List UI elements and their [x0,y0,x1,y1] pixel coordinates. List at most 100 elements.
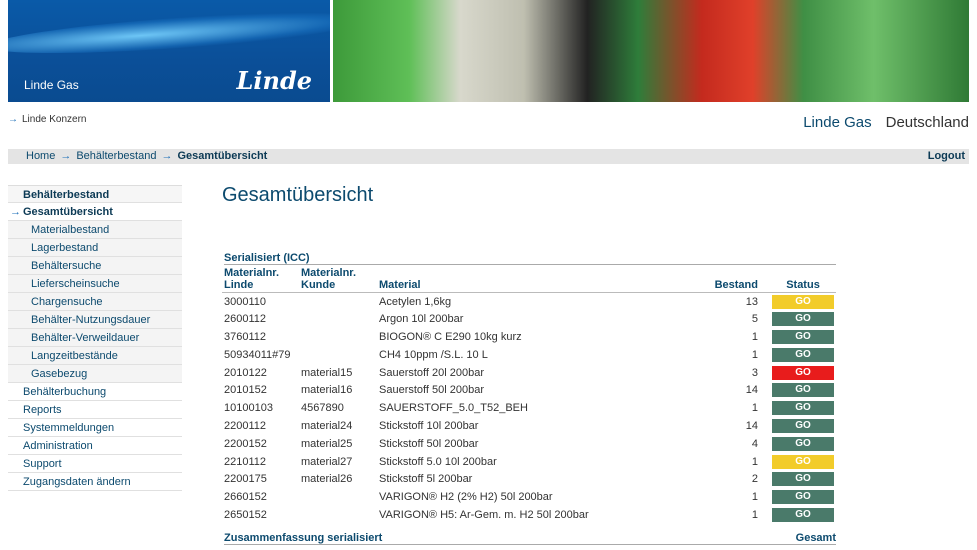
cell-linde: 3760112 [224,330,267,343]
linde-konzern-link[interactable]: → Linde Konzern [8,114,87,125]
table-row[interactable]: 2200112 material24 Stickstoff 10l 200bar 14… [222,417,836,435]
table-row[interactable]: 2010122 material15 Sauerstoff 20l 200bar 3 G… [222,364,836,382]
sidebar-item-label: Chargensuche [31,296,103,308]
table-row[interactable]: 2010152 material16 Sauerstoff 50l 200bar 14… [222,381,836,399]
table-row[interactable]: 50934011#79 CH4 10ppm /S.L. 10 L 1 GO [222,346,836,364]
cell-status: GO [770,364,836,382]
logout-link[interactable]: Logout [927,150,965,162]
sidebar-item-administration[interactable]: Administration [8,437,182,455]
table-row[interactable]: 2660152 VARIGON® H2 (2% H2) 50l 200bar 1 GO [222,488,836,506]
cell-kunde [299,488,377,506]
cell-material: Argon 10l 200bar [379,313,464,326]
cell-bestand: 3 [751,366,758,379]
sidebar-item-reports[interactable]: Reports [8,401,182,419]
cell-kunde: material16 [301,384,353,397]
cell-status: GO [770,293,836,311]
cell-material: Stickstoff 5.0 10l 200bar [379,455,497,468]
status-badge: GO [772,312,834,327]
cell-kunde: material26 [301,473,353,486]
cell-kunde: material27 [301,455,353,468]
sidebar-item-label: Support [23,458,62,470]
status-badge: GO [772,365,834,380]
cell-bestand: 14 [745,384,758,397]
status-badge: GO [772,472,834,487]
sidebar-item-label: Materialbestand [31,224,110,236]
table-row[interactable]: 2650152 VARIGON® H5: Ar-Gem. m. H2 50l 20… [222,506,836,524]
table-row[interactable]: 2200175 material26 Stickstoff 5l 200bar 2 GO [222,470,836,488]
table-header: Materialnr. Linde Materialnr. Kunde Mate… [222,267,836,293]
breadcrumb: Home → Behälterbestand → Gesamtübersicht Log… [8,149,969,164]
table-row[interactable]: 2200152 material25 Stickstoff 50l 200bar 4 G… [222,435,836,453]
sidebar-item-chargensuche[interactable]: Chargensuche [8,293,182,311]
table-row[interactable]: 2600112 Argon 10l 200bar 5 GO [222,310,836,328]
cell-material: CH4 10ppm /S.L. 10 L [379,348,488,361]
sidebar-item-systemmeldungen[interactable]: Systemmeldungen [8,419,182,437]
sidebar-item-label: Systemmeldungen [23,422,115,434]
arrow-right-icon: → [60,150,72,162]
cell-bestand: 1 [751,330,758,343]
sidebar-item-zugangsdaten-ändern[interactable]: Zugangsdaten ändern [8,473,182,491]
site-label: Linde Gas [803,114,872,131]
sidebar-item-langzeitbestände[interactable]: Langzeitbestände [8,347,182,365]
sidebar-item-materialbestand[interactable]: Materialbestand [8,221,182,239]
sidebar-item-behälter-nutzungsdauer[interactable]: Behälter-Nutzungsdauer [8,311,182,329]
sidebar-item-label: Behälterbestand [23,189,110,201]
table-row[interactable]: 2210112 material27 Stickstoff 5.0 10l 200b… [222,453,836,471]
cell-linde: 2600112 [224,313,267,326]
sidebar-item-label: Gesamtübersicht [23,206,113,218]
cell-bestand: 13 [745,295,758,308]
cell-status: GO [770,381,836,399]
cell-material: VARIGON® H2 (2% H2) 50l 200bar [379,491,553,504]
sidebar-item-lieferscheinsuche[interactable]: Lieferscheinsuche [8,275,182,293]
sidebar-item-label: Lagerbestand [31,242,99,254]
sidebar-item-label: Administration [23,440,93,452]
cell-material: Acetylen 1,6kg [379,295,452,308]
cell-material: Stickstoff 5l 200bar [379,473,473,486]
breadcrumb-behaelterbestand[interactable]: Behälterbestand [76,150,157,162]
cell-linde: 50934011#79 [224,348,291,361]
cell-linde: 10100103 [224,402,273,415]
cell-linde: 2210112 [224,455,267,468]
inventory-table: Materialnr. Linde Materialnr. Kunde Mate… [222,267,836,524]
sidebar-item-label: Behälter-Nutzungsdauer [31,314,151,326]
sidebar-item-label: Behälterbuchung [23,386,107,398]
cell-linde: 2200152 [224,437,267,450]
cell-status: GO [770,453,836,471]
sidebar-item-behälterbuchung[interactable]: Behälterbuchung [8,383,182,401]
status-badge: GO [772,329,834,344]
col-kunde: Materialnr. Kunde [299,267,377,293]
table-row[interactable]: 3000110 Acetylen 1,6kg 13 GO [222,293,836,311]
header-banner: Linde Gas Linde [8,0,330,102]
col-bestand: Bestand [690,267,770,293]
sidebar-item-gesamtübersicht[interactable]: → Gesamtübersicht [8,203,182,221]
status-badge: GO [772,454,834,469]
table-row[interactable]: 3760112 BIOGON® C E290 10kg kurz 1 GO [222,328,836,346]
cell-bestand: 1 [751,508,758,521]
status-badge: GO [772,347,834,362]
sidebar-item-lagerbestand[interactable]: Lagerbestand [8,239,182,257]
breadcrumb-home[interactable]: Home [26,150,56,162]
arrow-right-icon: → [8,114,18,125]
cell-status: GO [770,470,836,488]
sidebar-item-behälter-verweildauer[interactable]: Behälter-Verweildauer [8,329,182,347]
cell-bestand: 1 [751,348,758,361]
cell-material: SAUERSTOFF_5.0_T52_BEH [379,402,528,415]
cell-linde: 2650152 [224,508,267,521]
table-row[interactable]: 10100103 4567890 SAUERSTOFF_5.0_T52_BEH 1 GO [222,399,836,417]
linde-logo[interactable]: Linde [236,66,313,95]
cell-material: Stickstoff 50l 200bar [379,437,479,450]
cell-material: Stickstoff 10l 200bar [379,419,479,432]
arrow-right-icon: → [161,150,173,162]
sidebar-item-behältersuche[interactable]: Behältersuche [8,257,182,275]
sidebar-item-behälterbestand[interactable]: Behälterbestand [8,185,182,203]
sidebar-item-support[interactable]: Support [8,455,182,473]
cell-status: GO [770,488,836,506]
cell-linde: 2010152 [224,384,267,397]
cell-bestand: 1 [751,455,758,468]
sidebar-item-label: Zugangsdaten ändern [23,476,131,488]
cell-linde: 2200112 [224,419,267,432]
arrow-right-icon: → [10,206,21,218]
sidebar-item-label: Langzeitbestände [31,350,118,362]
sidebar-item-gasebezug[interactable]: Gasebezug [8,365,182,383]
section-title: Serialisiert (ICC) [224,252,836,265]
